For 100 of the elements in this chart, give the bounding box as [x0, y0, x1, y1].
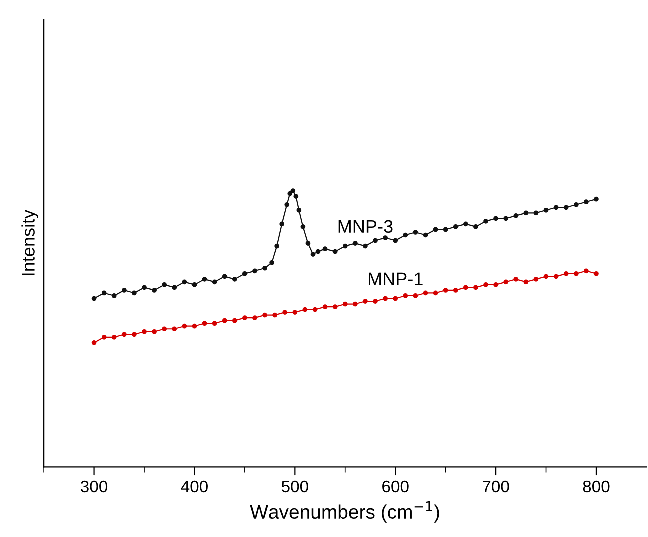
- point: [524, 210, 529, 216]
- point: [282, 310, 288, 315]
- point: [262, 266, 268, 271]
- point: [494, 282, 498, 288]
- x-axis-title: Wavenumbers (cm$^{−1}$): [250, 501, 440, 523]
- point: [192, 282, 198, 288]
- point: [524, 280, 529, 285]
- point: [514, 213, 519, 218]
- point: [594, 196, 599, 202]
- point: [574, 202, 579, 208]
- x-tick-label: 800: [583, 480, 610, 493]
- x-tick-label: 400: [181, 480, 208, 493]
- point: [212, 321, 218, 326]
- point: [182, 280, 188, 285]
- point: [363, 244, 368, 249]
- point: [544, 208, 549, 213]
- point: [292, 310, 298, 315]
- point: [122, 288, 127, 293]
- point: [212, 280, 218, 285]
- point: [363, 299, 368, 304]
- point: [332, 304, 338, 310]
- point: [312, 307, 318, 312]
- point: [514, 276, 519, 282]
- point: [310, 252, 316, 258]
- point: [296, 208, 302, 213]
- point: [300, 224, 306, 230]
- point: [262, 312, 268, 318]
- point: [294, 194, 299, 200]
- point: [132, 332, 137, 338]
- point: [342, 302, 348, 307]
- point: [453, 288, 458, 293]
- point: [433, 227, 438, 232]
- point: [242, 271, 248, 276]
- point: [290, 188, 296, 194]
- point: [112, 334, 117, 340]
- point: [453, 224, 458, 230]
- point: [302, 307, 308, 312]
- point: [316, 249, 321, 254]
- series-label: MNP-1: [368, 272, 423, 286]
- x-tick-label: 700: [482, 480, 510, 493]
- point: [423, 232, 428, 238]
- point: [584, 268, 589, 274]
- point: [142, 285, 147, 290]
- point: [352, 302, 358, 307]
- point: [413, 230, 418, 235]
- point: [284, 202, 290, 208]
- point: [494, 216, 498, 222]
- point: [554, 274, 559, 280]
- y-axis-title: Intensity: [22, 210, 39, 276]
- point: [222, 318, 228, 324]
- point: [112, 294, 117, 298]
- point: [342, 244, 348, 249]
- point: [383, 236, 388, 240]
- point: [162, 326, 168, 332]
- point: [443, 288, 448, 293]
- point: [132, 290, 137, 296]
- point: [534, 210, 539, 216]
- point: [393, 238, 398, 244]
- point: [252, 268, 258, 274]
- point: [232, 276, 238, 282]
- point: [534, 276, 539, 282]
- point: [474, 224, 478, 230]
- point: [594, 271, 599, 276]
- point: [322, 304, 328, 310]
- x-tick-label: 300: [81, 480, 108, 493]
- point: [373, 299, 378, 304]
- series-label: MNP-3: [338, 220, 393, 234]
- point: [270, 260, 274, 266]
- point: [484, 219, 488, 224]
- point: [504, 216, 509, 222]
- point: [142, 329, 147, 334]
- point: [162, 282, 168, 288]
- point: [564, 205, 569, 210]
- point: [332, 249, 338, 254]
- point: [463, 285, 468, 290]
- point: [584, 200, 589, 205]
- point: [172, 326, 178, 332]
- x-tick-label: 500: [282, 480, 308, 493]
- point: [544, 274, 549, 280]
- point: [463, 222, 468, 227]
- point: [443, 227, 448, 232]
- point: [122, 332, 127, 338]
- point: [192, 324, 198, 329]
- point: [92, 340, 97, 346]
- point: [352, 241, 358, 246]
- point: [102, 290, 107, 296]
- point: [288, 191, 293, 196]
- point: [413, 294, 418, 298]
- point: [274, 244, 280, 249]
- point: [182, 324, 188, 329]
- point: [222, 274, 228, 280]
- point: [252, 316, 258, 321]
- point: [242, 316, 248, 321]
- point: [383, 296, 388, 302]
- point: [484, 282, 488, 288]
- point: [102, 334, 107, 340]
- point: [322, 246, 328, 252]
- point: [232, 318, 238, 324]
- point: [403, 232, 408, 238]
- point: [172, 285, 178, 290]
